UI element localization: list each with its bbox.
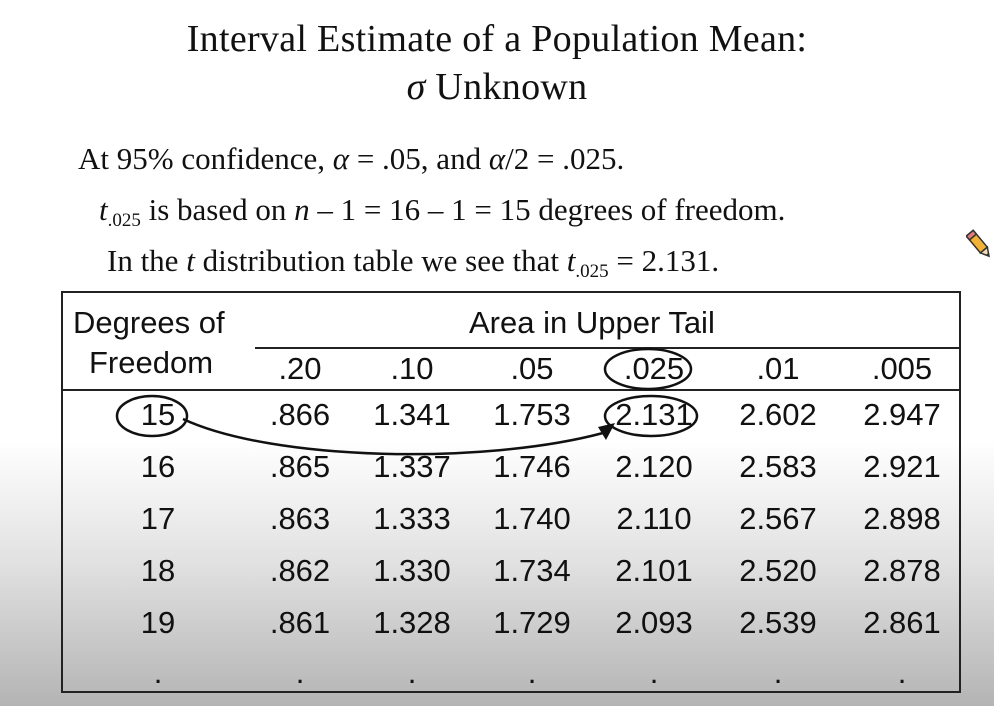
ellipsis-dot: .	[773, 655, 783, 690]
table-cell: 1.753	[493, 397, 571, 432]
line1-part-a: At 95% confidence,	[78, 141, 333, 176]
text-line-confidence: At 95% confidence, α = .05, and α/2 = .0…	[78, 141, 624, 177]
table-cell: 1.746	[493, 449, 571, 484]
table-cell: 2.947	[863, 397, 941, 432]
t-distribution-table: Degrees of Freedom Area in Upper Tail .2…	[61, 291, 961, 693]
highlight-circle-dof-15	[115, 394, 189, 438]
table-cell: 2.602	[739, 397, 817, 432]
table-cell: 1.328	[373, 605, 451, 640]
table-cell: 1.740	[493, 501, 571, 536]
table-cell: 2.101	[615, 553, 693, 588]
line2-part-b: – 1 = 16 – 1 = 15 degrees of freedom.	[309, 192, 786, 227]
t-symbol: t	[99, 192, 108, 227]
table-cell: 1.330	[373, 553, 451, 588]
table-cell: 2.861	[863, 605, 941, 640]
ellipsis-row: . . . . . . .	[63, 655, 959, 695]
table-cell: 1.734	[493, 553, 571, 588]
ellipsis-dot: .	[649, 655, 659, 690]
alpha-symbol: α	[332, 141, 350, 176]
line3-part-a: In the	[107, 243, 187, 278]
table-cell: 2.539	[739, 605, 817, 640]
highlight-circle-column-025	[603, 347, 693, 391]
ellipsis-dot: .	[295, 655, 305, 690]
area-header: Area in Upper Tail	[469, 305, 715, 340]
column-header: .005	[871, 351, 933, 386]
t-subscript-2: .025	[575, 261, 609, 282]
dof-cell: 16	[140, 449, 176, 484]
annotation-overlay	[115, 347, 699, 456]
text-line-degrees: t.025 is based on n – 1 = 16 – 1 = 15 de…	[99, 192, 786, 231]
slide-title-line2: σ Unknown	[0, 64, 994, 110]
table-cell: .861	[269, 605, 331, 640]
t-subscript: .025	[107, 210, 141, 231]
table-cell: .865	[269, 449, 331, 484]
table-cell: 2.898	[863, 501, 941, 536]
line3-part-c: = 2.131.	[608, 243, 720, 278]
table-cell: 1.333	[373, 501, 451, 536]
dof-header-line1: Degrees of	[73, 305, 225, 340]
ellipsis-dot: .	[527, 655, 537, 690]
table-cell: 2.520	[739, 553, 817, 588]
table-row: 15 .866 1.341 1.753 2.131 2.602 2.947	[63, 397, 959, 437]
line3-part-b: distribution table we see that	[194, 243, 567, 278]
pencil-cursor-icon	[966, 229, 991, 258]
column-header-divider	[61, 389, 961, 391]
column-headers: .20 .10 .05 .025 .01 .005	[63, 351, 959, 387]
table-cell: 2.567	[739, 501, 817, 536]
table-cell: .863	[269, 501, 331, 536]
dof-cell: 19	[140, 605, 176, 640]
table-cell: 2.110	[616, 501, 692, 536]
table-cell: .862	[269, 553, 331, 588]
dof-cell-highlighted: 15	[140, 397, 176, 432]
line1-part-b: = .05, and	[349, 141, 489, 176]
table-row: 18 .862 1.330 1.734 2.101 2.520 2.878	[63, 553, 959, 593]
t-symbol-2: t	[186, 243, 195, 278]
sigma-symbol: σ	[406, 66, 426, 108]
arrowhead-icon	[598, 423, 615, 440]
line1-part-c: /2 = .025.	[505, 141, 625, 176]
line2-part-a: is based on	[140, 192, 295, 227]
table-row: 19 .861 1.328 1.729 2.093 2.539 2.861	[63, 605, 959, 645]
table-cell: .866	[269, 397, 331, 432]
table-cell: 2.921	[863, 449, 941, 484]
column-header: .10	[390, 351, 434, 386]
table-cell: 2.093	[615, 605, 693, 640]
table-cell: 2.583	[739, 449, 817, 484]
table-row: 17 .863 1.333 1.740 2.110 2.567 2.898	[63, 501, 959, 541]
text-line-table-lookup: In the t distribution table we see that …	[107, 243, 720, 282]
column-header: .01	[756, 351, 800, 386]
ellipsis-dot: .	[897, 655, 907, 690]
table-cell: 2.878	[863, 553, 941, 588]
table-cell: 1.729	[493, 605, 571, 640]
lookup-arrow	[182, 417, 604, 456]
dof-cell: 17	[140, 501, 176, 536]
slide-title-line1: Interval Estimate of a Population Mean:	[186, 18, 808, 60]
dof-header-line2: Freedom	[89, 345, 214, 380]
table-cell: 2.120	[615, 449, 693, 484]
dof-cell: 18	[140, 553, 176, 588]
table-cell-highlighted: 2.131	[615, 397, 693, 432]
column-header: .20	[278, 351, 322, 386]
ellipsis-dot: .	[407, 655, 417, 690]
ellipsis-dot: .	[153, 655, 163, 690]
column-header: .05	[510, 351, 554, 386]
t-symbol-3: t	[566, 243, 576, 278]
n-symbol: n	[294, 192, 310, 227]
title-unknown: Unknown	[435, 66, 588, 108]
highlight-circle-value-2131	[603, 394, 699, 438]
column-header-highlighted: .025	[623, 351, 685, 386]
alpha-symbol-2: α	[488, 141, 506, 176]
header-divider	[255, 347, 961, 349]
table-cell: 1.341	[373, 397, 451, 432]
